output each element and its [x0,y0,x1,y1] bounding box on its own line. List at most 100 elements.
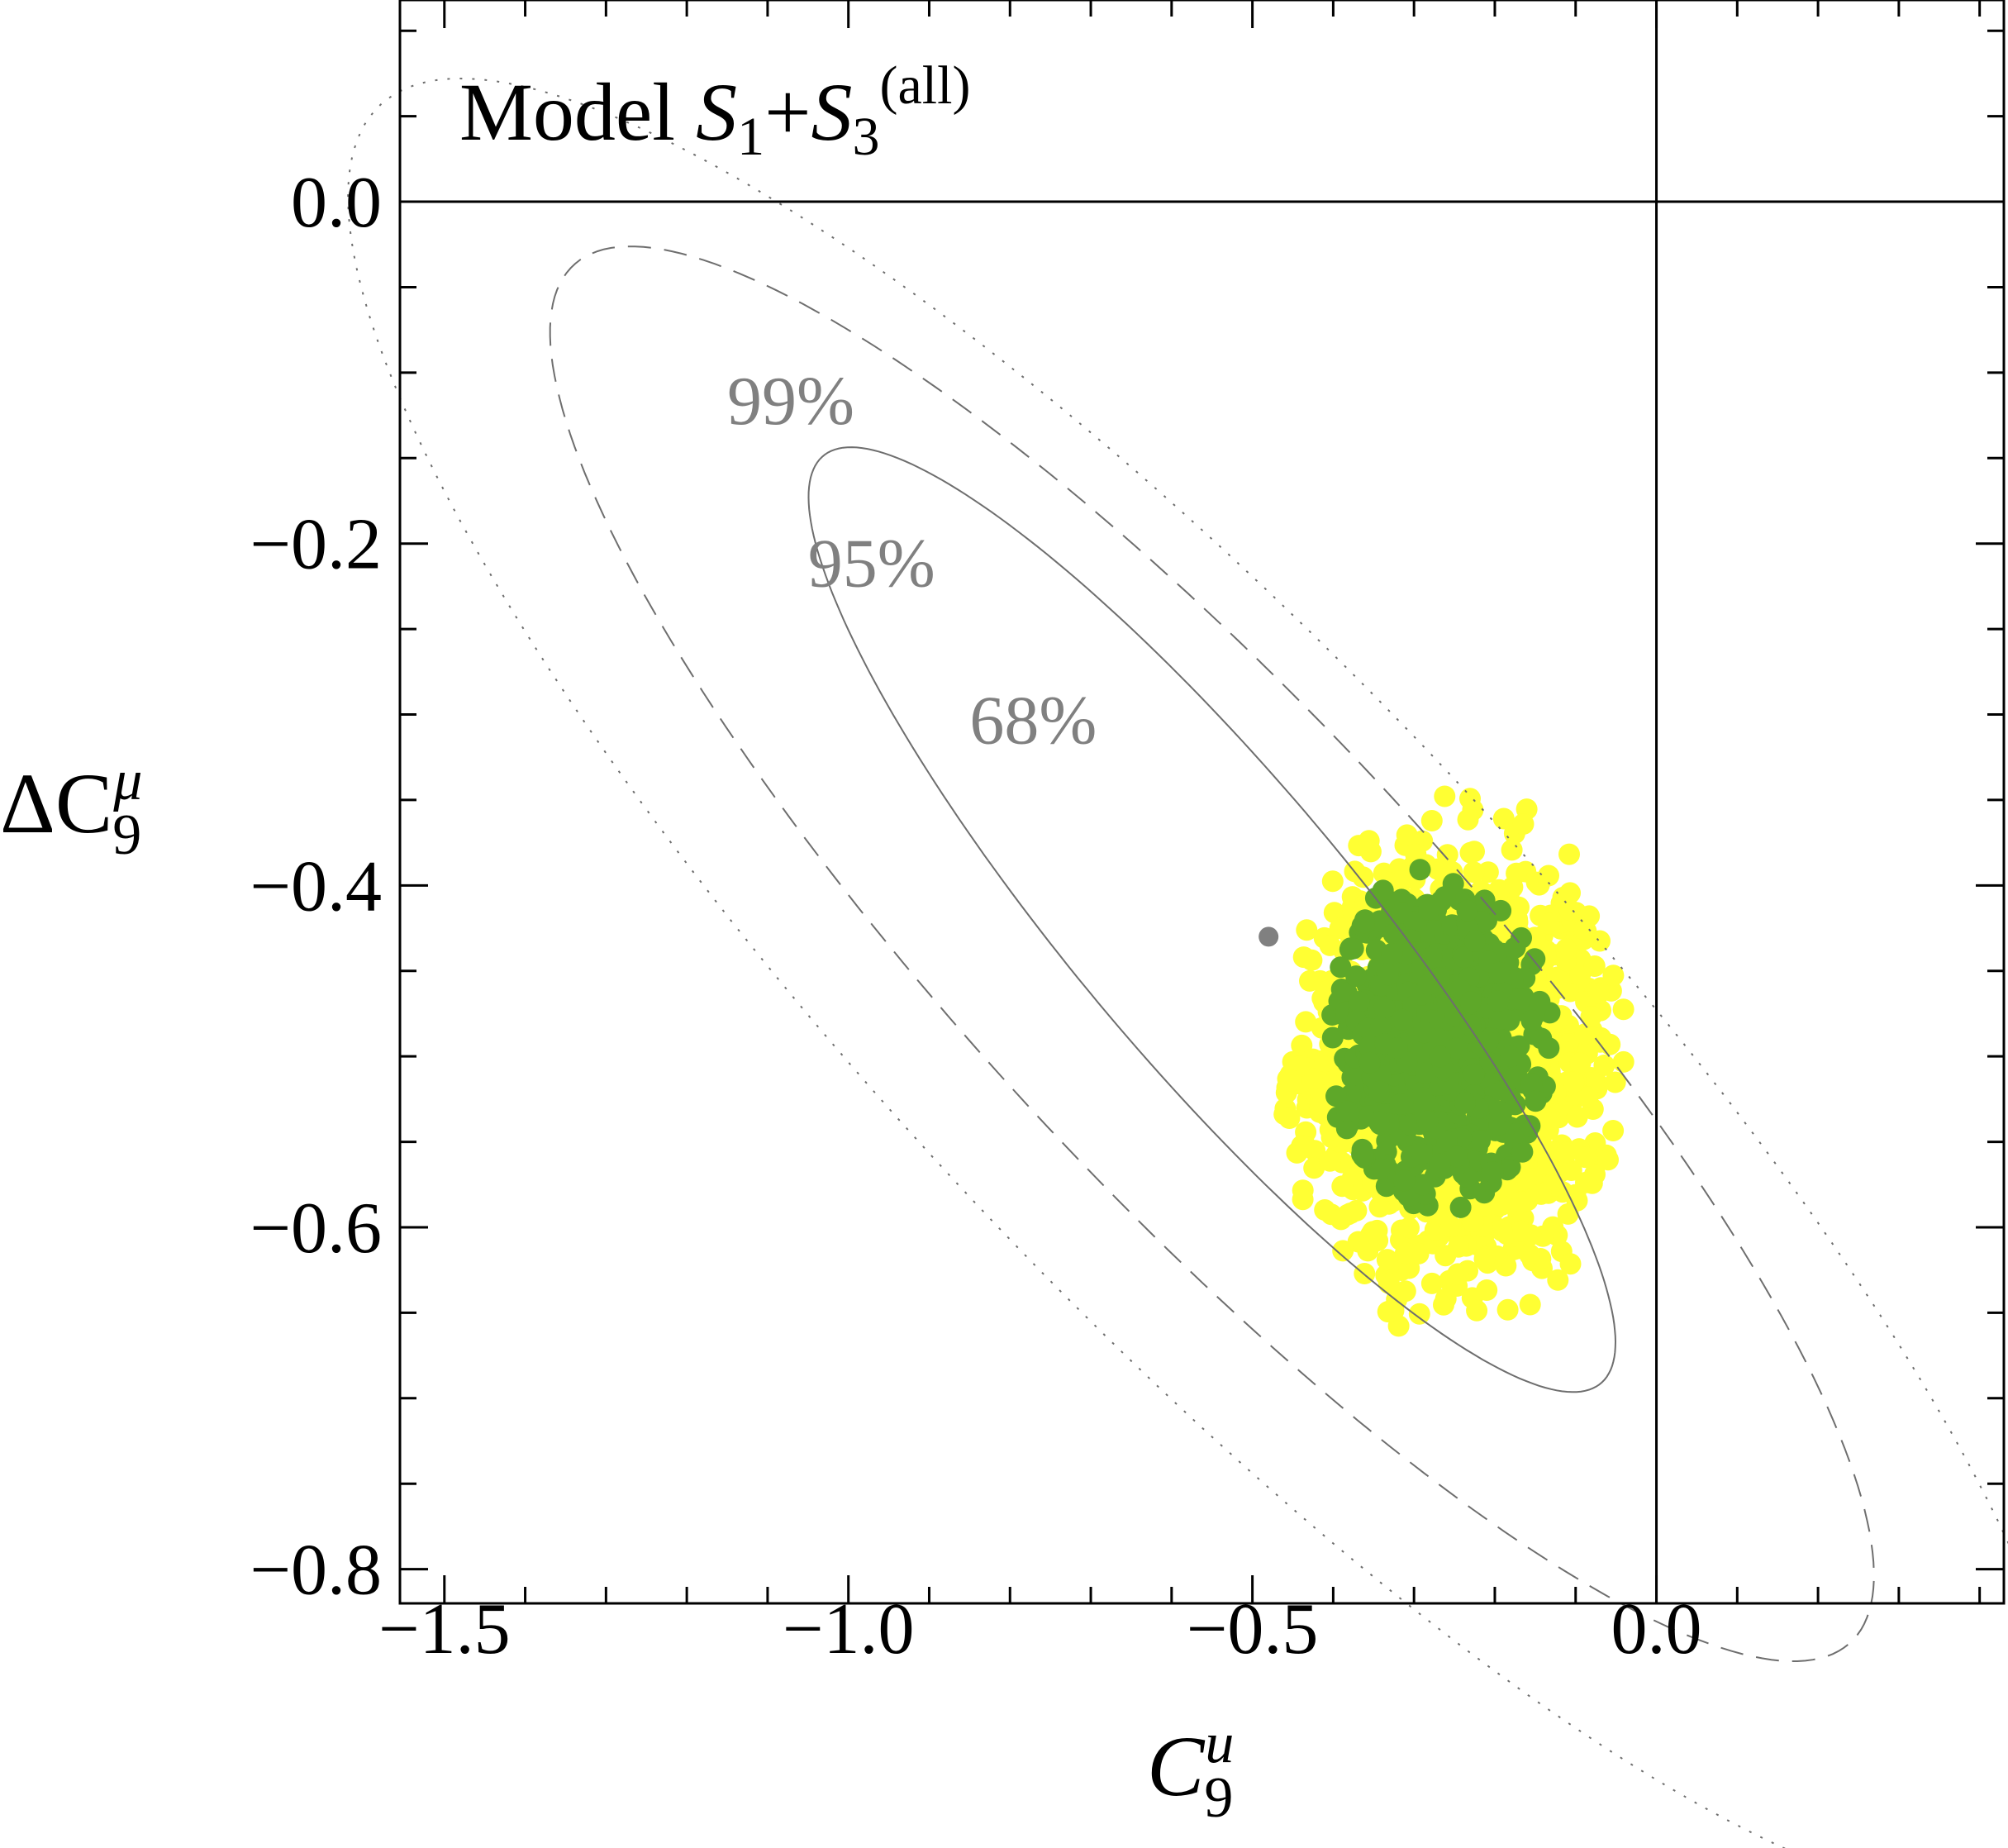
scatter-point [1354,912,1376,934]
model-annotation: Model S1+S3(all) [459,55,970,169]
scatter-point [1335,1117,1358,1140]
contour-68pct [807,446,1617,1393]
scatter-point [1411,1174,1434,1196]
scatter-point [1463,1063,1485,1085]
scatter-point [1558,843,1580,865]
scatter-point [1358,1051,1381,1074]
scatter-point [1563,1071,1585,1093]
scatter-point [1464,1150,1487,1172]
scatter-point [1512,813,1535,835]
scatter-point [1555,938,1577,960]
scatter-point [1278,1107,1301,1129]
scatter-point [1476,1279,1498,1301]
scatter-point [1389,1093,1411,1115]
scatter-point [1602,1120,1625,1141]
scatter-point [1587,983,1610,1004]
y-axis-title: ΔC9μ [0,748,142,869]
scatter-point [1482,1161,1504,1184]
scatter-point [1504,936,1526,959]
scatter-point [1369,1017,1392,1039]
scatter-point [1602,964,1625,987]
scatter-point [1352,1145,1374,1168]
scatter-point [1372,879,1394,902]
scatter-point [1490,899,1512,922]
contour-label-99pct: 99% [727,363,854,440]
scatter-point [1612,1050,1634,1073]
series-inner [1321,859,1561,1218]
scatter-point [1457,808,1479,831]
scatter-point [1454,1092,1476,1114]
scatter-point [1511,1141,1534,1163]
scatter-point [1325,1085,1347,1107]
scatter-point [1529,1136,1551,1158]
scatter-point [1559,1253,1582,1275]
scatter-point [1459,841,1482,864]
model-s3: S [811,66,853,158]
scatter-point [1456,899,1478,922]
scatter-point [1519,1115,1541,1137]
scatter-point [1593,1055,1615,1076]
scatter-point [1580,1006,1602,1027]
model-s1: S [696,66,738,158]
scatter-point [1589,930,1611,952]
scatter-point [1309,1098,1331,1120]
scatter-point [1524,948,1546,970]
scatter-point [1411,1143,1433,1165]
scatter-point [1280,1069,1302,1092]
y-axis-title-sup: μ [113,749,143,812]
scatter-point [1489,1100,1511,1122]
scatter-point [1381,942,1403,964]
scatter-point [1413,1092,1435,1114]
scatter-point [1519,1243,1541,1265]
scatter-point [1488,961,1511,984]
scatter-point [1525,1090,1547,1112]
scatter-point [1574,1146,1596,1169]
best-fit-point [1259,926,1279,947]
scatter-point [1547,1269,1569,1291]
scatter-point [1341,1066,1363,1088]
scatter-point [1520,1168,1543,1190]
model-sup: (all) [879,55,971,116]
scatter-point [1295,1136,1317,1158]
scatter-layer [1273,785,1634,1337]
scatter-point [1314,1199,1336,1221]
scatter-point [1520,1073,1543,1095]
scatter-point [1566,1106,1588,1128]
scatter-point [1376,1249,1398,1271]
scatter-point [1409,859,1431,881]
scatter-point [1539,1107,1562,1130]
model-s1-sub: 1 [737,107,765,167]
y-tick-label: −0.6 [250,1188,382,1269]
zero-lines [400,0,2004,1603]
contour-99pct [347,77,2008,1848]
scatter-point [1501,839,1523,861]
scatter-point [1463,861,1485,884]
scatter-point [1499,1068,1521,1090]
scatter-point [1403,911,1425,933]
scatter-point [1575,1171,1596,1193]
scatter-point [1393,1169,1416,1192]
scatter-point [1583,955,1606,977]
x-tick-label: −0.5 [1187,1589,1319,1669]
scatter-point [1434,886,1456,908]
scatter-point [1446,1145,1468,1168]
x-axis-title-sub: 9 [1204,1766,1234,1830]
scatter-point [1538,912,1560,935]
scatter-point [1528,874,1550,896]
scatter-point [1345,965,1368,988]
scatter-point [1469,1130,1491,1152]
scatter-point [1418,898,1440,921]
scatter-point [1479,1052,1501,1074]
scatter-point [1358,1036,1380,1058]
scatter-point [1368,1080,1390,1103]
scatter-point [1434,785,1456,807]
y-axis-title-sub: 9 [112,803,142,867]
scatter-point [1597,1149,1619,1171]
tick-labels: −1.5 −1.0 −0.5 0.0 0.0 −0.2 −0.4 −0.6 −0.8 [250,163,1701,1669]
scatter-point [1319,934,1341,956]
scatter-point [1496,1298,1519,1321]
scatter-point [1590,1026,1612,1049]
scatter-point [1529,990,1551,1012]
scatter-point [1295,1011,1317,1033]
